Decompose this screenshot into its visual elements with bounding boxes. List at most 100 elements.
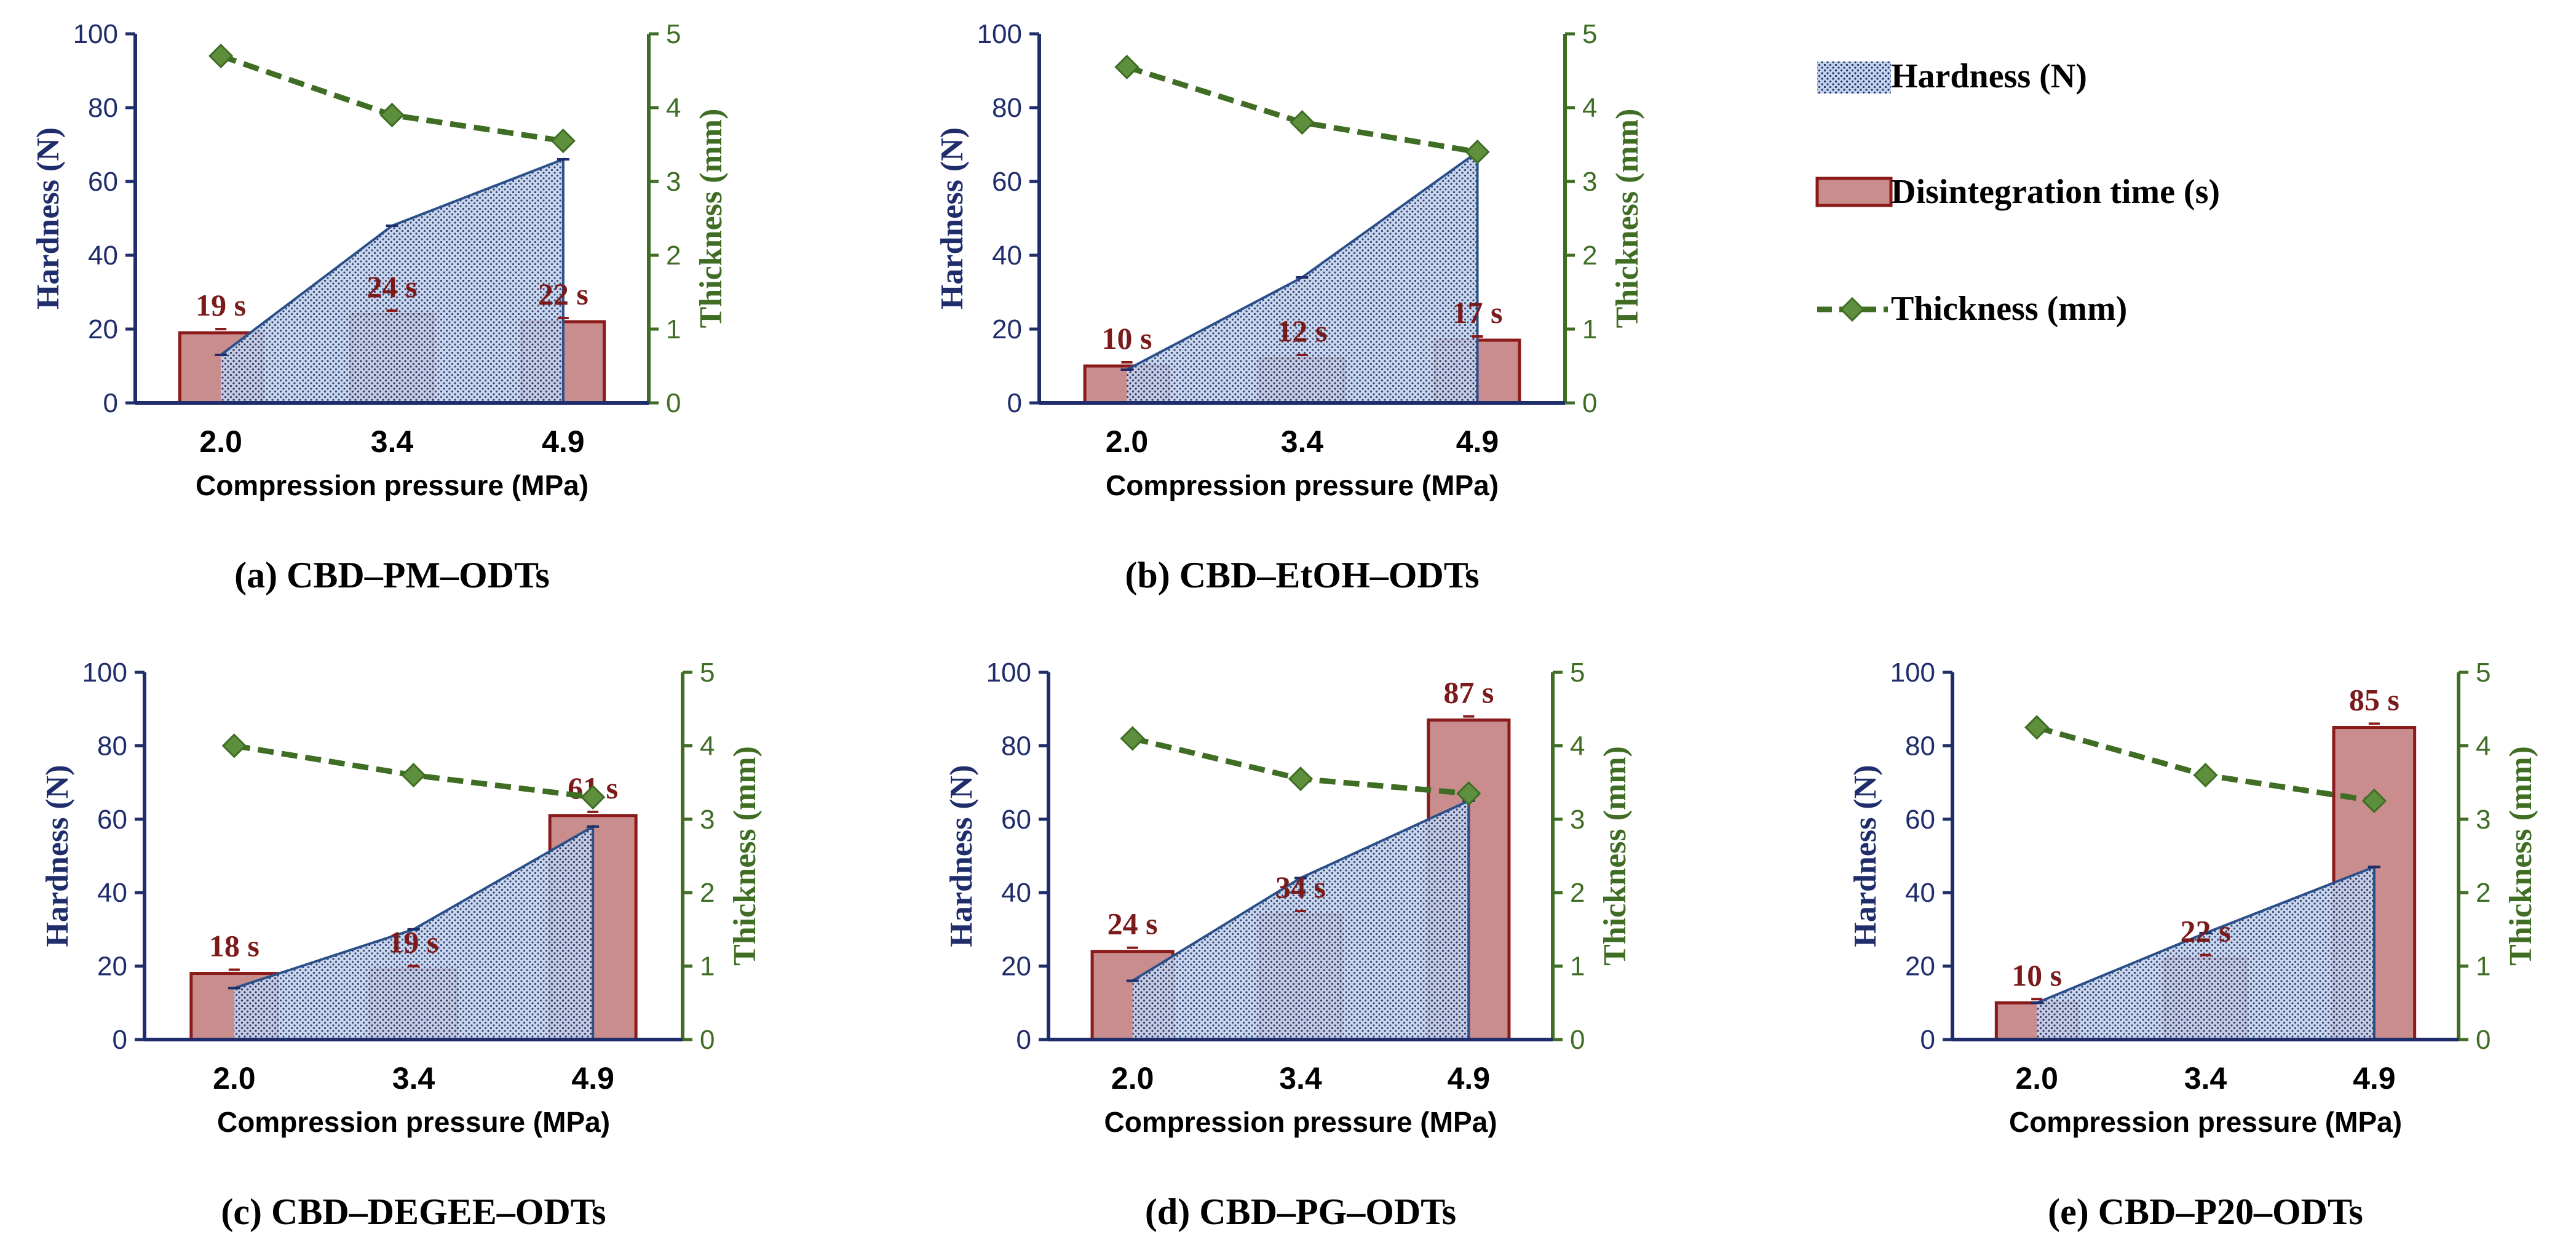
hardness-line [234,824,595,1040]
left-tick-label: 60 [97,805,127,835]
category-label: 2.0 [1106,424,1149,459]
left-tick-label: 20 [1001,952,1031,982]
left-axis-title: Hardness (N) [1848,765,1883,947]
right-axis-title: Thickness (mm) [1610,109,1645,328]
right-tick-label: 3 [666,167,681,197]
right-tick-label: 5 [666,19,681,49]
thickness-marker [581,784,606,810]
right-tick-label: 1 [2476,952,2491,982]
left-tick-label: 20 [97,952,127,982]
right-axis-title: Thickness (mm) [2503,746,2538,966]
disintegration-label: 22 s [538,277,589,311]
hardness-line [1126,149,1479,403]
right-tick-label: 1 [700,952,715,982]
thickness-line [1126,64,1478,155]
thickness-marker [1465,139,1490,165]
left-tick-label: 80 [1905,731,1935,761]
right-axis-title: Thickness (mm) [727,746,763,966]
thickness-marker [221,733,247,758]
x-axis-title: Compression pressure (MPa) [1104,1106,1497,1138]
legend: Hardness (N) Disintegration time (s) Thi… [1815,57,2220,328]
category-label: 3.4 [392,1061,435,1096]
x-axis-title: Compression pressure (MPa) [196,469,589,501]
right-tick-label: 4 [666,93,681,123]
thickness-marker [401,763,426,788]
thickness-marker [1120,726,1145,751]
right-tick-label: 4 [2476,731,2491,761]
hardness-area [234,826,593,1040]
category-label: 4.9 [1456,424,1499,459]
left-tick-label: 0 [1017,1025,1031,1055]
left-tick-label: 0 [1007,388,1022,418]
disintegration-label: 85 s [2349,683,2400,717]
left-tick-label: 100 [986,658,1031,688]
thickness-marker [1288,766,1314,792]
left-tick-label: 80 [992,93,1022,123]
legend-disintegration-swatch [1815,177,1893,207]
right-tick-label: 0 [700,1025,715,1055]
category-label: 4.9 [571,1061,614,1096]
left-axis-title: Hardness (N) [935,127,970,309]
right-tick-label: 3 [1582,167,1597,197]
right-tick-label: 3 [1570,805,1585,835]
right-tick-label: 1 [666,314,681,344]
disintegration-label: 22 s [2181,914,2231,949]
category-label: 2.0 [199,424,242,459]
disintegration-label: 24 s [367,269,418,304]
left-tick-label: 20 [1905,952,1935,982]
thickness-marker [1114,54,1139,80]
category-label: 3.4 [1281,424,1324,459]
thickness-marker [208,43,234,69]
left-axis-title: Hardness (N) [40,765,75,947]
right-tick-label: 2 [2476,878,2491,908]
left-tick-label: 60 [1905,805,1935,835]
left-tick-label: 40 [1905,878,1935,908]
thickness-marker [379,102,405,128]
right-tick-label: 3 [700,805,715,835]
panel-caption: (c) CBD–DEGEE–ODTs [221,1191,606,1232]
disintegration-label: 12 s [1277,314,1328,348]
category-label: 3.4 [371,424,414,459]
disintegration-label: 87 s [1443,675,1494,710]
right-axis-title: Thickness (mm) [1598,746,1633,966]
left-axis-title: Hardness (N) [31,127,66,309]
category-label: 3.4 [2184,1061,2227,1096]
left-tick-label: 100 [977,19,1022,49]
left-tick-label: 100 [73,19,118,49]
category-label: 4.9 [542,424,585,459]
right-tick-label: 1 [1582,314,1597,344]
left-tick-label: 40 [992,241,1022,271]
left-tick-label: 40 [88,241,118,271]
left-tick-label: 80 [1001,731,1031,761]
x-axis-title: Compression pressure (MPa) [2009,1106,2402,1138]
disintegration-label: 24 s [1108,907,1158,941]
right-tick-label: 5 [1570,658,1585,688]
right-tick-label: 2 [700,878,715,908]
left-tick-label: 20 [992,314,1022,344]
legend-thickness-marker [1839,296,1865,322]
thickness-marker [2024,715,2050,740]
left-axis-title: Hardness (N) [944,765,979,947]
right-tick-label: 4 [1582,93,1597,123]
right-tick-label: 2 [1570,878,1585,908]
hardness-line [2036,865,2376,1040]
right-tick-label: 0 [1570,1025,1585,1055]
disintegration-label: 10 s [1102,321,1152,356]
category-label: 3.4 [1279,1061,1322,1096]
category-label: 4.9 [1448,1061,1491,1096]
right-tick-label: 5 [2476,658,2491,688]
right-tick-label: 0 [666,388,681,418]
right-axis-title: Thickness (mm) [694,109,729,328]
left-tick-label: 40 [97,878,127,908]
hardness-area [221,159,563,403]
x-axis-title: Compression pressure (MPa) [217,1106,610,1138]
hardness-area [2037,867,2374,1040]
right-tick-label: 4 [700,731,715,761]
left-tick-label: 80 [97,731,127,761]
panel-caption: (a) CBD–PM–ODTs [234,555,550,595]
category-label: 2.0 [213,1061,256,1096]
panel-caption: (d) CBD–PG–ODTs [1145,1191,1456,1232]
category-label: 2.0 [2015,1061,2058,1096]
